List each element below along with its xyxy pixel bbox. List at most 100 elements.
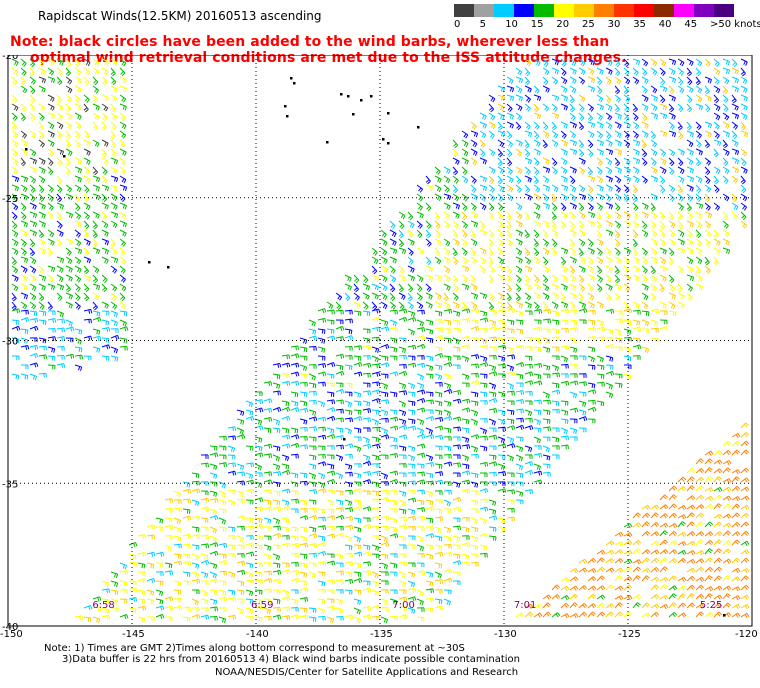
wind-barb xyxy=(191,571,200,578)
wind-barb xyxy=(731,586,741,592)
wind-barb xyxy=(434,211,440,221)
wind-barb xyxy=(272,490,281,497)
wind-barb xyxy=(722,548,732,555)
wind-barb xyxy=(380,496,390,503)
wind-barb xyxy=(578,139,584,149)
wind-barb xyxy=(542,399,551,405)
wind-barb xyxy=(488,130,495,139)
wind-barb xyxy=(740,512,750,519)
wind-barb xyxy=(542,274,549,284)
wind-barb xyxy=(362,544,371,551)
wind-barb xyxy=(542,471,551,477)
wind-barb xyxy=(731,469,741,475)
wind-barb xyxy=(659,157,667,166)
wind-barb xyxy=(191,562,200,569)
wind-barb xyxy=(605,220,613,228)
wind-barb xyxy=(614,211,622,220)
wind-barb xyxy=(677,211,684,221)
wind-barb xyxy=(200,614,210,620)
wind-barb xyxy=(47,247,54,257)
wind-barb xyxy=(551,238,558,248)
wind-barb xyxy=(344,544,353,551)
wind-barb xyxy=(632,184,638,194)
wind-barb xyxy=(668,130,677,138)
wind-barb xyxy=(209,452,219,458)
wind-barb xyxy=(596,265,603,275)
wind-barb xyxy=(641,612,651,618)
wind-barb xyxy=(614,265,620,275)
wind-barb xyxy=(209,497,219,503)
wind-barb xyxy=(569,436,578,441)
time-label: 7:01 xyxy=(514,600,536,611)
wind-barb xyxy=(488,175,495,185)
wind-barb xyxy=(443,202,451,210)
wind-barb xyxy=(650,292,657,302)
wind-barb xyxy=(605,94,612,104)
wind-barb xyxy=(587,310,596,315)
wind-barb xyxy=(407,265,415,273)
wind-barb xyxy=(38,229,45,239)
wind-barb xyxy=(434,400,443,407)
wind-barb xyxy=(731,85,739,93)
wind-barb xyxy=(425,355,434,362)
wind-barb xyxy=(317,371,327,377)
wind-barb xyxy=(560,373,569,378)
wind-barb xyxy=(497,481,506,486)
wind-barb xyxy=(668,611,678,618)
wind-barb xyxy=(47,112,56,120)
wind-barb xyxy=(236,535,245,543)
wind-barb xyxy=(533,238,539,248)
wind-barb xyxy=(299,562,308,569)
wind-barb xyxy=(317,381,326,387)
wind-barb xyxy=(461,418,470,425)
wind-barb xyxy=(551,584,561,591)
wind-barb xyxy=(623,523,633,529)
wind-barb xyxy=(236,560,246,566)
wind-barb xyxy=(560,211,568,220)
wind-barb xyxy=(614,247,621,256)
wind-barb xyxy=(578,229,586,238)
wind-barb xyxy=(425,337,434,344)
wind-barb xyxy=(200,497,210,503)
wind-barb xyxy=(20,317,30,323)
wind-barb xyxy=(92,121,99,131)
wind-barb xyxy=(596,566,606,573)
wind-barb xyxy=(713,513,723,519)
wind-barb xyxy=(416,499,425,506)
wind-barb xyxy=(434,220,441,229)
wind-barb xyxy=(380,481,389,486)
wind-barb xyxy=(344,552,353,558)
wind-barb xyxy=(515,417,524,423)
wind-barb xyxy=(722,495,732,501)
wind-barb xyxy=(47,318,57,324)
wind-barb xyxy=(488,238,495,248)
wind-barb xyxy=(65,247,72,256)
wind-barb xyxy=(461,517,470,522)
wind-barb xyxy=(659,130,668,138)
wind-barb xyxy=(515,184,522,193)
wind-barb xyxy=(272,390,281,396)
wind-barb xyxy=(479,391,488,397)
wind-barb xyxy=(173,490,181,498)
time-label: 5:25 xyxy=(700,600,722,611)
wind-barb xyxy=(641,175,648,184)
wind-barb xyxy=(137,589,146,596)
wind-barb xyxy=(488,148,496,157)
wind-barb xyxy=(200,462,209,468)
wind-barb xyxy=(110,283,118,292)
wind-barb xyxy=(605,130,612,140)
wind-barb xyxy=(47,265,56,273)
wind-barb xyxy=(416,471,426,477)
wind-barb xyxy=(587,166,593,176)
wind-barb xyxy=(425,499,434,506)
wind-barb xyxy=(74,130,81,139)
wind-barb xyxy=(83,247,90,257)
wind-barb xyxy=(74,103,83,111)
wind-barb xyxy=(389,571,398,577)
wind-barb xyxy=(254,517,263,524)
wind-barb xyxy=(740,85,748,93)
wind-barb xyxy=(461,308,471,314)
wind-barb xyxy=(533,256,541,265)
wind-barb xyxy=(569,337,578,344)
wind-barb xyxy=(227,526,236,532)
